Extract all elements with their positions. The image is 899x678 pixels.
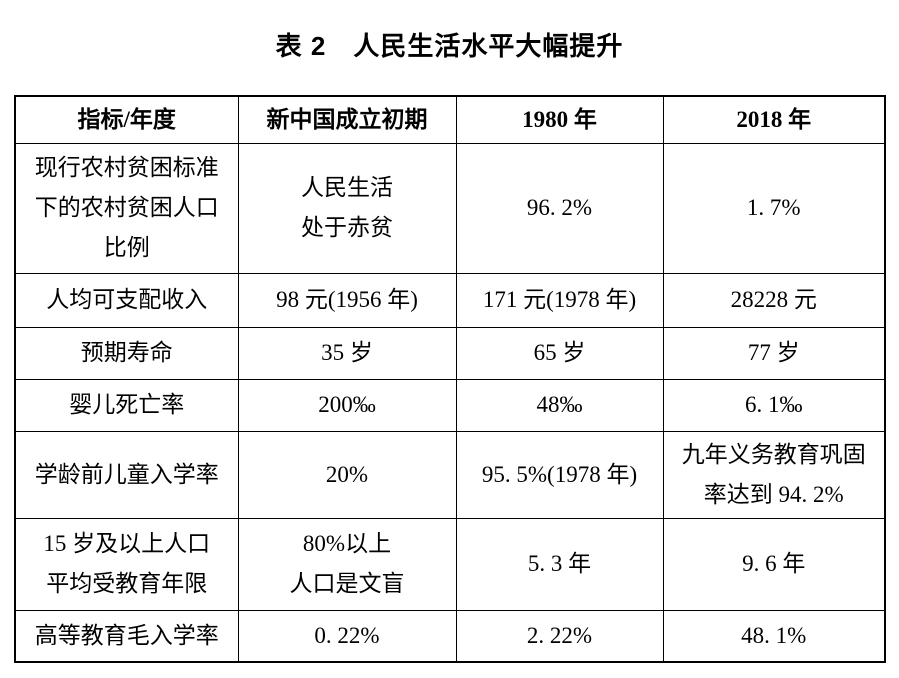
table-cell: 预期寿命 — [14, 326, 239, 380]
table-cell: 学龄前儿童入学率 — [14, 430, 239, 519]
table-cell: 人民生活 处于赤贫 — [237, 142, 457, 274]
table-cell: 高等教育毛入学率 — [14, 609, 239, 663]
table-cell: 2. 22% — [455, 609, 664, 663]
table-cell: 6. 1‰ — [662, 378, 886, 432]
table-row: 预期寿命 35 岁 65 岁 77 岁 — [14, 326, 886, 380]
table-row: 学龄前儿童入学率 20% 95. 5%(1978 年) 九年义务教育巩固 率达到… — [14, 430, 886, 519]
table-cell: 0. 22% — [237, 609, 457, 663]
header-row: 指标/年度 新中国成立初期 1980 年 2018 年 — [14, 95, 886, 144]
column-header-early-prc: 新中国成立初期 — [237, 95, 457, 144]
table-cell: 80%以上 人口是文盲 — [237, 517, 457, 611]
table-cell: 35 岁 — [237, 326, 457, 380]
table-cell: 人均可支配收入 — [14, 272, 239, 328]
table-row: 婴儿死亡率 200‰ 48‰ 6. 1‰ — [14, 378, 886, 432]
table-cell: 48. 1% — [662, 609, 886, 663]
table-cell: 28228 元 — [662, 272, 886, 328]
column-header-indicator: 指标/年度 — [14, 95, 239, 144]
table-row: 人均可支配收入 98 元(1956 年) 171 元(1978 年) 28228… — [14, 272, 886, 328]
table-cell: 200‰ — [237, 378, 457, 432]
table-cell: 1. 7% — [662, 142, 886, 274]
column-header-1980: 1980 年 — [455, 95, 664, 144]
table-cell: 171 元(1978 年) — [455, 272, 664, 328]
table-cell: 15 岁及以上人口 平均受教育年限 — [14, 517, 239, 611]
table-cell: 96. 2% — [455, 142, 664, 274]
table-cell: 9. 6 年 — [662, 517, 886, 611]
table-row: 高等教育毛入学率 0. 22% 2. 22% 48. 1% — [14, 609, 886, 663]
table-row: 现行农村贫困标准 下的农村贫困人口 比例 人民生活 处于赤贫 96. 2% 1.… — [14, 142, 886, 274]
table-cell: 98 元(1956 年) — [237, 272, 457, 328]
table-title: 表 2 人民生活水平大幅提升 — [275, 31, 624, 61]
table-cell: 65 岁 — [455, 326, 664, 380]
table-cell: 现行农村贫困标准 下的农村贫困人口 比例 — [14, 142, 239, 274]
table-cell: 婴儿死亡率 — [14, 378, 239, 432]
data-table: 指标/年度 新中国成立初期 1980 年 2018 年 现行农村贫困标准 下的农… — [14, 95, 886, 663]
table-cell: 20% — [237, 430, 457, 519]
table-cell: 48‰ — [455, 378, 664, 432]
column-header-2018: 2018 年 — [662, 95, 886, 144]
table-cell: 九年义务教育巩固 率达到 94. 2% — [662, 430, 886, 519]
table-cell: 5. 3 年 — [455, 517, 664, 611]
table-row: 15 岁及以上人口 平均受教育年限 80%以上 人口是文盲 5. 3 年 9. … — [14, 517, 886, 611]
table-cell: 95. 5%(1978 年) — [455, 430, 664, 519]
table-cell: 77 岁 — [662, 326, 886, 380]
